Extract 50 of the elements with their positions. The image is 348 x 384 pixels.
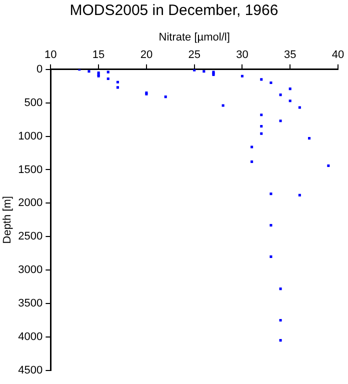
y-tick-label: 0 xyxy=(36,63,43,76)
point xyxy=(240,74,244,78)
x-tick-label: 40 xyxy=(332,48,344,61)
y-tick-label: 4500 xyxy=(18,364,43,376)
point xyxy=(279,318,282,322)
point xyxy=(222,104,224,107)
point xyxy=(260,124,263,128)
y-tick-label: 2500 xyxy=(18,230,43,243)
point xyxy=(270,82,272,84)
point xyxy=(106,70,110,74)
point xyxy=(202,70,206,73)
y-tick-label: 4000 xyxy=(18,330,43,343)
point xyxy=(106,77,110,80)
point xyxy=(250,160,254,163)
y-axis-title: Depth [m] xyxy=(2,196,14,244)
point xyxy=(279,120,282,122)
point xyxy=(279,288,282,290)
y-tick-label: 1500 xyxy=(18,164,43,176)
x-tick-label: 35 xyxy=(284,48,296,61)
y-tick-label: 3500 xyxy=(18,298,43,310)
point xyxy=(327,164,330,167)
x-axis-title: Nitrate [µmol/l] xyxy=(158,32,230,44)
point xyxy=(164,96,167,98)
point xyxy=(270,255,272,258)
x-tick-label: 20 xyxy=(140,48,153,61)
point xyxy=(116,86,119,89)
point xyxy=(298,106,301,109)
point xyxy=(288,100,292,102)
point xyxy=(88,70,90,73)
point xyxy=(260,132,263,135)
point xyxy=(308,137,311,140)
x-tick-label: 30 xyxy=(236,48,248,61)
point xyxy=(250,146,254,148)
point xyxy=(270,192,272,196)
x-tick-label: 25 xyxy=(188,48,200,61)
point xyxy=(116,80,119,84)
x-tick-label: 10 xyxy=(44,48,57,61)
y-tick-label: 2000 xyxy=(18,197,43,210)
point xyxy=(279,339,282,342)
point xyxy=(270,224,272,227)
chart-title: MODS2005 in December, 1966 xyxy=(68,2,280,19)
y-tick-label: 500 xyxy=(24,96,43,109)
y-tick-label: 3000 xyxy=(18,264,43,276)
y-tick-label: 1000 xyxy=(18,130,43,142)
point xyxy=(260,114,263,116)
point xyxy=(288,88,292,90)
x-tick-label: 15 xyxy=(92,48,105,61)
point xyxy=(279,94,282,96)
point xyxy=(298,194,301,196)
point xyxy=(260,78,263,81)
